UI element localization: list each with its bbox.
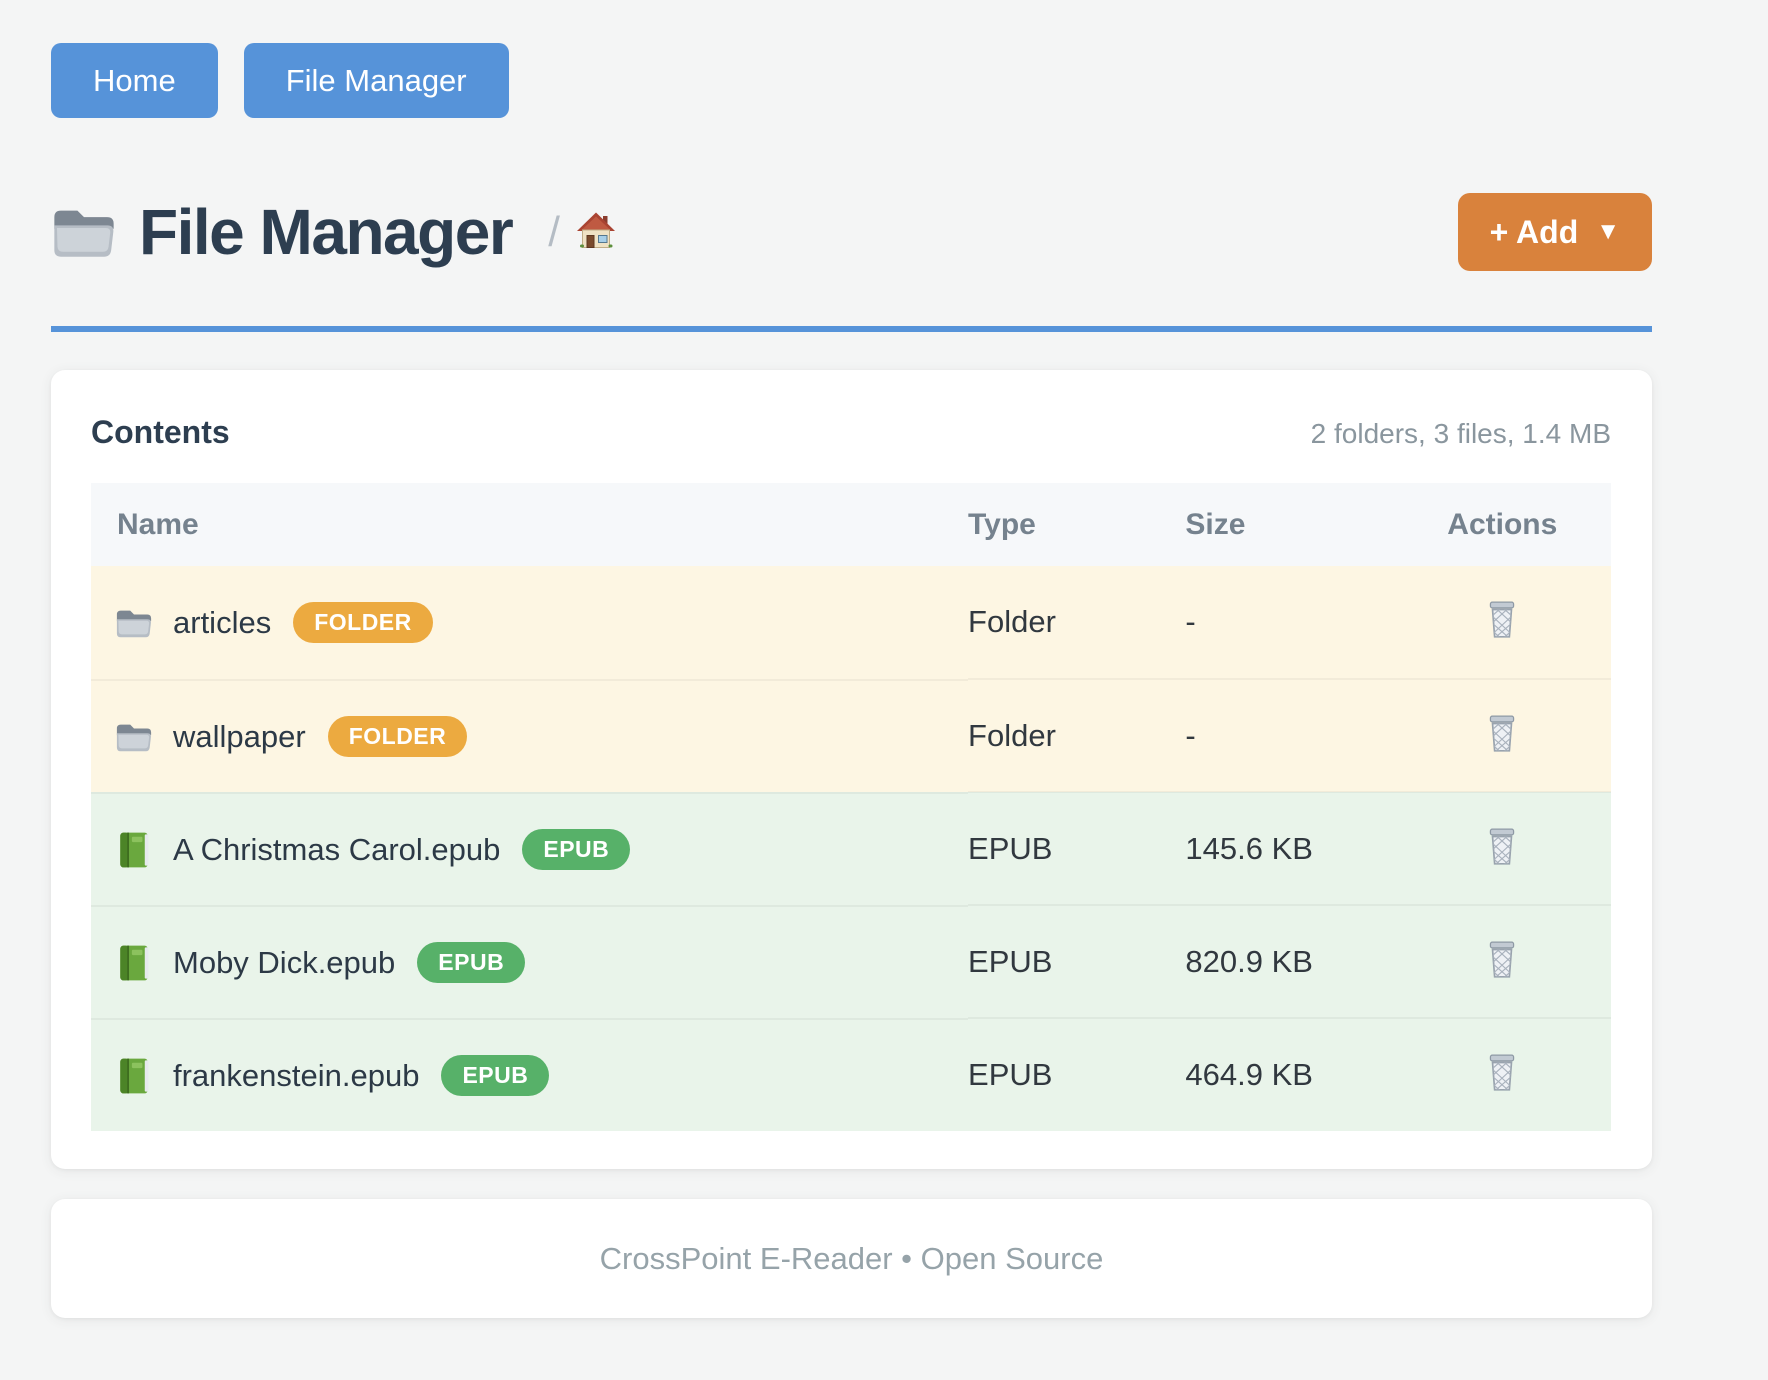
item-name-link[interactable]: A Christmas Carol.epub: [173, 831, 501, 867]
home-nav-button[interactable]: Home: [51, 43, 218, 118]
item-size: -: [1185, 566, 1394, 679]
table-row[interactable]: frankenstein.epub EPUB EPUB 464.9 KB: [91, 1017, 1611, 1131]
book-icon: [115, 831, 153, 869]
contents-heading: Contents: [91, 414, 230, 450]
file-table: Name Type Size Actions articles FOLDER F…: [91, 483, 1611, 1131]
breadcrumb-home-link[interactable]: [576, 210, 616, 253]
add-button-label: + Add: [1489, 213, 1579, 250]
page-title: File Manager: [139, 196, 514, 268]
item-type: EPUB: [968, 1017, 1186, 1131]
item-size: -: [1185, 678, 1394, 792]
trash-icon: [1484, 1053, 1520, 1093]
folder-badge: FOLDER: [327, 716, 468, 757]
item-type: EPUB: [968, 904, 1186, 1018]
item-size: 464.9 KB: [1185, 1017, 1394, 1131]
chevron-down-icon: ▼: [1596, 218, 1620, 245]
add-button[interactable]: + Add ▼: [1457, 193, 1652, 271]
trash-icon: [1484, 827, 1520, 867]
epub-badge: EPUB: [417, 942, 526, 983]
item-name-link[interactable]: frankenstein.epub: [173, 1057, 420, 1093]
column-header-actions: Actions: [1393, 483, 1611, 566]
book-icon: [115, 944, 153, 982]
item-name-link[interactable]: articles: [173, 604, 272, 640]
book-icon: [115, 1057, 153, 1095]
footer-card: CrossPoint E-Reader • Open Source: [51, 1199, 1652, 1318]
top-nav: Home File Manager: [51, 0, 1652, 118]
contents-card-header: Contents 2 folders, 3 files, 1.4 MB: [91, 414, 1611, 451]
breadcrumb: /: [548, 210, 616, 255]
table-row[interactable]: articles FOLDER Folder -: [91, 566, 1611, 679]
epub-badge: EPUB: [441, 1055, 550, 1096]
trash-icon: [1484, 714, 1520, 754]
trash-icon: [1484, 600, 1520, 640]
contents-card: Contents 2 folders, 3 files, 1.4 MB Name…: [51, 370, 1652, 1169]
item-name-link[interactable]: wallpaper: [173, 718, 306, 754]
table-row[interactable]: wallpaper FOLDER Folder -: [91, 678, 1611, 792]
delete-button[interactable]: [1480, 823, 1524, 871]
table-row[interactable]: Moby Dick.epub EPUB EPUB 820.9 KB: [91, 904, 1611, 1018]
folder-badge: FOLDER: [293, 602, 433, 643]
item-type: EPUB: [968, 791, 1186, 905]
contents-summary: 2 folders, 3 files, 1.4 MB: [1310, 418, 1611, 449]
item-type: Folder: [968, 566, 1186, 679]
column-header-size: Size: [1185, 483, 1394, 566]
column-header-type: Type: [968, 483, 1186, 566]
folder-icon: [115, 604, 153, 642]
delete-button[interactable]: [1480, 936, 1524, 984]
breadcrumb-separator: /: [548, 207, 560, 255]
footer-text: CrossPoint E-Reader • Open Source: [599, 1240, 1104, 1276]
house-icon: [576, 210, 616, 253]
delete-button[interactable]: [1480, 710, 1524, 758]
item-type: Folder: [968, 678, 1186, 792]
folder-icon: [51, 204, 117, 260]
table-header-row: Name Type Size Actions: [91, 483, 1611, 566]
title-row: File Manager / + Add ▼: [51, 190, 1652, 274]
delete-button[interactable]: [1480, 1049, 1524, 1097]
table-row[interactable]: A Christmas Carol.epub EPUB EPUB 145.6 K…: [91, 791, 1611, 905]
item-size: 145.6 KB: [1185, 791, 1394, 905]
epub-badge: EPUB: [522, 829, 631, 870]
delete-button[interactable]: [1480, 596, 1524, 644]
folder-icon: [115, 718, 153, 756]
item-size: 820.9 KB: [1185, 904, 1394, 1018]
title-divider: [51, 326, 1652, 332]
column-header-name: Name: [91, 483, 969, 566]
trash-icon: [1484, 940, 1520, 980]
file-manager-nav-button[interactable]: File Manager: [243, 43, 509, 118]
item-name-link[interactable]: Moby Dick.epub: [173, 944, 396, 980]
page: Home File Manager File Manager / + Add ▼…: [51, 0, 1652, 1318]
